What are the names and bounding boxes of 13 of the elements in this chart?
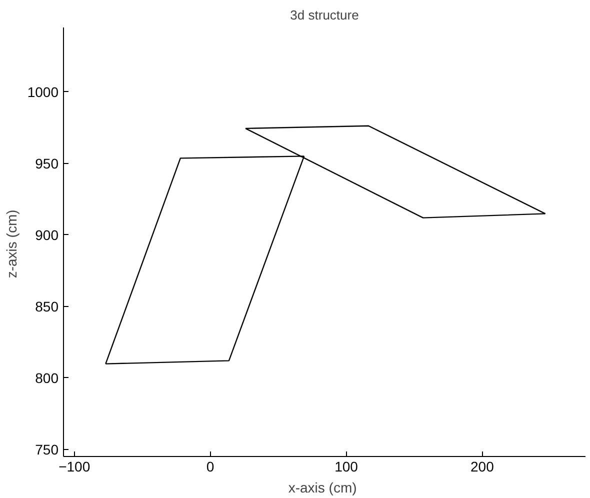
x-axis-title: x-axis (cm) [288,480,357,496]
y-tick-label: 850 [35,298,59,314]
y-tick-label: 950 [35,155,59,172]
x-tick-label: 0 [206,458,214,474]
chart-title: 3d structure [290,8,359,22]
x-tick-label: 200 [470,458,494,474]
x-tick-label: −100 [58,458,90,474]
y-tick-label: 1000 [27,84,59,100]
y-axis-title: z-axis (cm) [3,210,20,278]
y-tick-label: 800 [35,370,59,386]
y-tick-label: 900 [35,226,59,243]
y-tick-label: 750 [35,441,59,458]
x-tick-label: 100 [334,458,358,474]
